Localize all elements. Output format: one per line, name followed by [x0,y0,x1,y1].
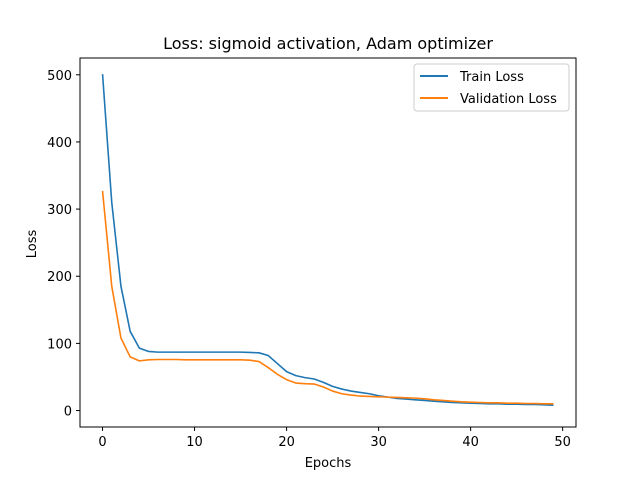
legend: Train Loss Validation Loss [413,63,570,112]
x-axis-ticks: 0 10 20 30 40 50 [98,427,571,450]
plot-lines [101,74,554,406]
y-axis-label: Loss [25,230,40,259]
chart-title: Loss: sigmoid activation, Adam optimizer [163,34,493,53]
x-tick-label: 0 [98,435,106,450]
series-line-0 [101,74,554,406]
y-tick-label: 200 [47,270,72,285]
y-tick-label: 500 [47,69,72,84]
x-tick-label: 40 [462,435,479,450]
x-tick-label: 20 [278,435,295,450]
y-tick-label: 300 [47,203,72,218]
y-axis-ticks: 0 100 200 300 400 500 [47,69,80,420]
legend-label-0: Train Loss [459,70,524,85]
x-tick-label: 10 [186,435,203,450]
y-tick-label: 100 [47,337,72,352]
x-axis-label: Epochs [305,456,352,471]
legend-box [413,63,570,112]
x-tick-label: 50 [554,435,571,450]
y-tick-label: 0 [64,405,72,420]
y-tick-label: 400 [47,136,72,151]
x-tick-label: 30 [370,435,387,450]
legend-label-1: Validation Loss [460,92,557,107]
plot-frame [79,57,577,428]
series-line-1 [101,190,554,405]
